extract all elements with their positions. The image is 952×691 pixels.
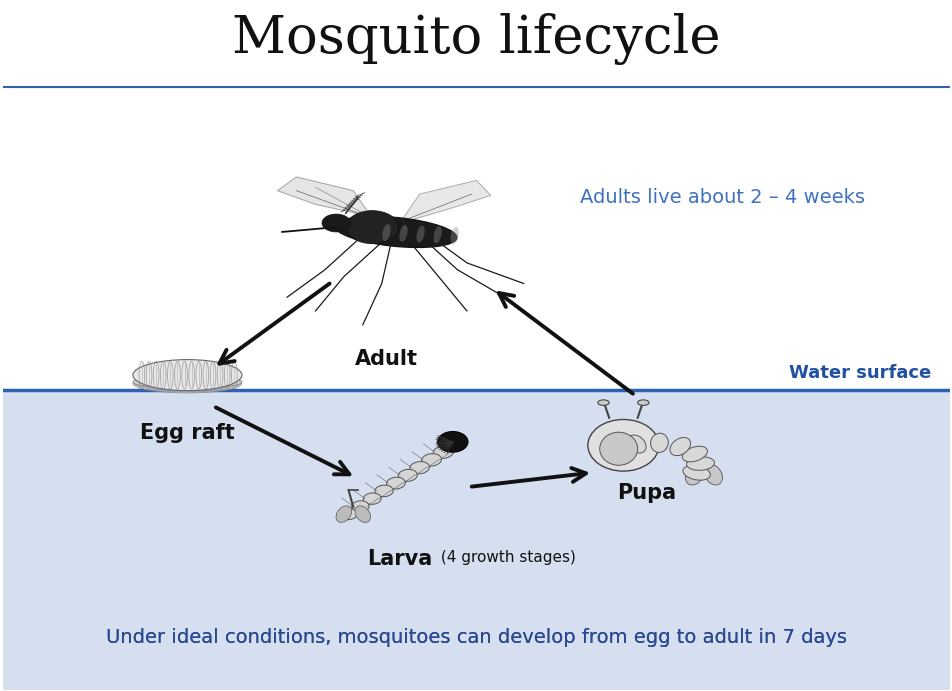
Ellipse shape [450,227,458,244]
Ellipse shape [340,509,357,520]
Ellipse shape [322,214,350,232]
Text: Pupa: Pupa [617,483,676,503]
Ellipse shape [669,437,690,455]
Ellipse shape [132,359,242,390]
Ellipse shape [346,211,398,244]
Ellipse shape [416,225,425,243]
Ellipse shape [605,442,627,457]
Bar [3,390,949,690]
Ellipse shape [433,226,442,243]
Text: Under ideal conditions, mosquitoes can develop from egg to adult in 7 days: Under ideal conditions, mosquitoes can d… [106,629,846,647]
Ellipse shape [132,375,242,389]
Ellipse shape [432,446,453,459]
Ellipse shape [682,446,706,462]
Ellipse shape [398,469,417,482]
Ellipse shape [650,433,667,453]
Ellipse shape [683,466,709,480]
Ellipse shape [437,431,467,452]
Ellipse shape [382,224,390,241]
Ellipse shape [334,216,457,247]
Ellipse shape [374,485,393,497]
Ellipse shape [409,462,429,474]
Ellipse shape [387,477,405,489]
Ellipse shape [597,400,608,406]
Ellipse shape [363,493,381,504]
Text: Adults live about 2 – 4 weeks: Adults live about 2 – 4 weeks [580,188,864,207]
Ellipse shape [685,457,714,471]
Ellipse shape [626,435,645,453]
Ellipse shape [351,501,368,512]
Ellipse shape [587,419,658,471]
Text: Egg raft: Egg raft [140,423,234,442]
Ellipse shape [399,225,407,242]
Polygon shape [400,180,490,222]
Text: Water surface: Water surface [788,364,930,382]
Text: Larva: Larva [367,549,432,569]
Text: Adult: Adult [354,349,418,369]
Text: Under ideal conditions, mosquitoes can develop from egg to adult in 7 days: Under ideal conditions, mosquitoes can d… [106,629,846,647]
Ellipse shape [704,465,722,485]
Ellipse shape [637,400,648,406]
Polygon shape [277,177,372,218]
Ellipse shape [336,506,351,522]
Ellipse shape [421,454,441,466]
Ellipse shape [132,374,242,393]
Text: Mosquito lifecycle: Mosquito lifecycle [232,13,720,65]
Ellipse shape [684,465,703,485]
Ellipse shape [599,432,637,465]
Text: (4 growth stages): (4 growth stages) [435,550,575,565]
Ellipse shape [354,506,370,522]
Bar [3,1,949,390]
